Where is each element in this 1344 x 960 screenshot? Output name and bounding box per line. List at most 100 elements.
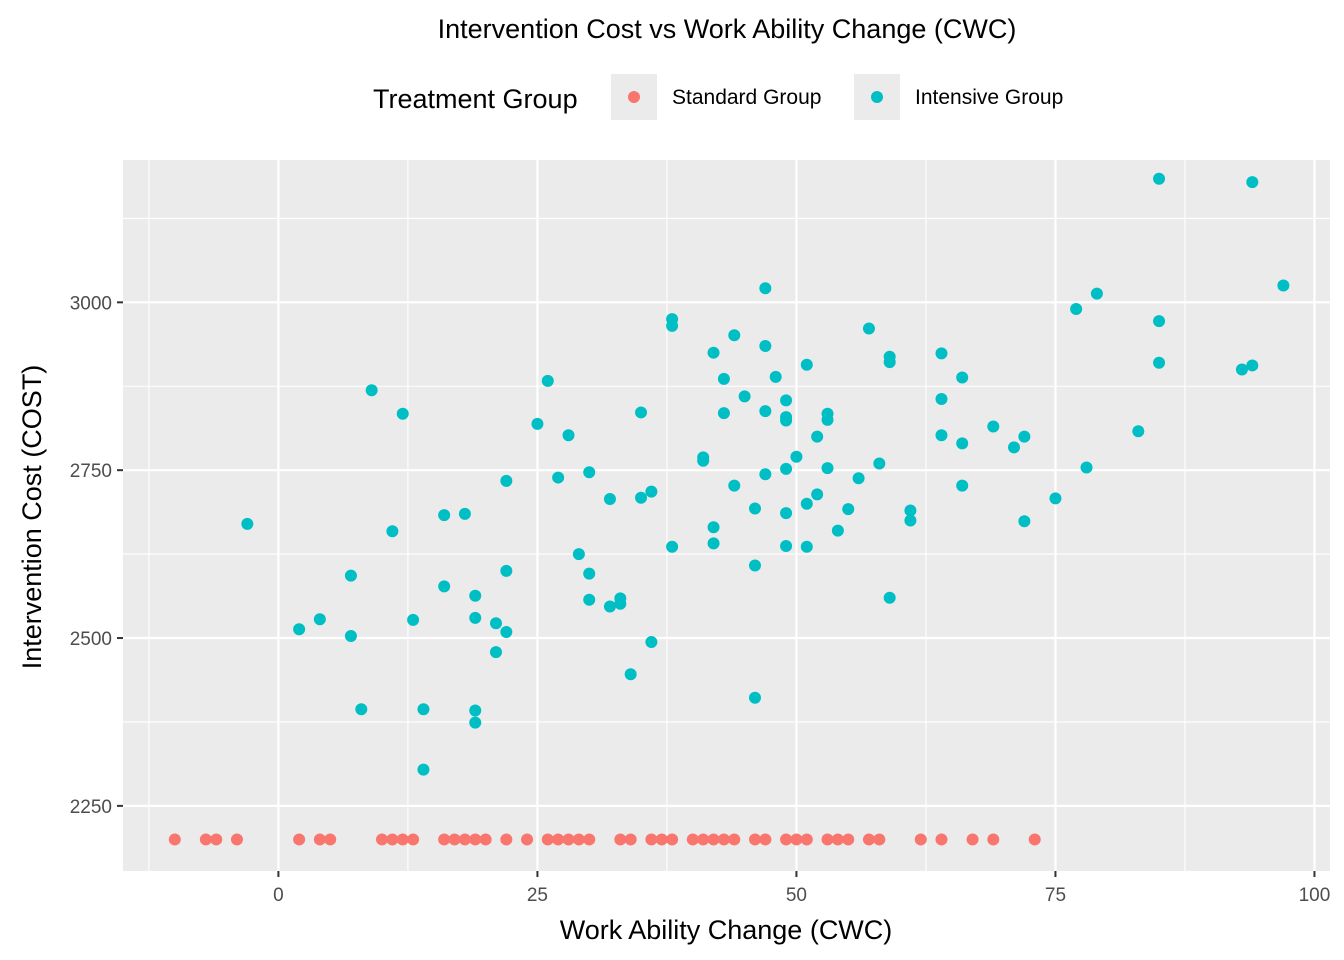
data-point [293, 833, 306, 846]
data-point [469, 833, 482, 846]
data-point [572, 548, 585, 561]
data-point [956, 479, 969, 492]
data-point [759, 833, 772, 846]
data-point [666, 319, 679, 332]
data-point [780, 507, 793, 520]
data-point [531, 417, 544, 430]
data-point [448, 833, 461, 846]
data-point [1246, 359, 1259, 372]
data-point [469, 589, 482, 602]
data-point [728, 479, 741, 492]
data-point [935, 393, 948, 406]
data-point [417, 703, 430, 716]
data-point [293, 623, 306, 636]
x-tick-label: 75 [1045, 885, 1066, 906]
data-point [489, 646, 502, 659]
data-point [386, 525, 399, 538]
data-point [707, 833, 720, 846]
data-point [904, 504, 917, 517]
data-point [821, 462, 834, 475]
data-point [438, 833, 451, 846]
data-point [800, 833, 813, 846]
data-point [572, 833, 585, 846]
series-standard-group [168, 833, 1041, 846]
data-point [1246, 176, 1259, 189]
data-point [324, 833, 337, 846]
axes: 0 25 50 75 100 2250 2500 2750 3000 [70, 293, 1331, 906]
y-tick-label: 2750 [70, 461, 112, 482]
data-point [759, 405, 772, 418]
data-point [313, 833, 326, 846]
data-point [821, 833, 834, 846]
data-point [1049, 492, 1062, 505]
legend-marker [871, 91, 883, 103]
data-point [780, 540, 793, 553]
data-point [759, 282, 772, 295]
data-point [386, 833, 399, 846]
data-point [168, 833, 181, 846]
data-point [365, 384, 378, 397]
panel-background [123, 160, 1330, 871]
data-point [800, 358, 813, 371]
data-point [717, 372, 730, 385]
y-tick-label: 2500 [70, 629, 112, 650]
data-point [987, 420, 1000, 433]
data-point [748, 691, 761, 704]
data-point [1018, 430, 1031, 443]
data-point [313, 613, 326, 626]
y-axis-title: Intervention Cost (COST) [17, 365, 47, 670]
data-point [458, 507, 471, 520]
data-point [344, 630, 357, 643]
data-point [666, 540, 679, 553]
data-point [458, 833, 471, 846]
data-point [987, 833, 1000, 846]
data-point [935, 833, 948, 846]
data-point [583, 593, 596, 606]
data-point [904, 514, 917, 527]
data-point [873, 833, 886, 846]
data-point [541, 374, 554, 387]
grid-lines [123, 160, 1330, 871]
data-point [707, 537, 720, 550]
data-point [344, 569, 357, 582]
data-point [956, 437, 969, 450]
chart-title: Intervention Cost vs Work Ability Change… [438, 14, 1017, 44]
legend-label: Standard Group [672, 86, 821, 109]
data-point [935, 429, 948, 442]
data-point [728, 833, 741, 846]
data-point [469, 716, 482, 729]
data-point [583, 833, 596, 846]
data-point [417, 763, 430, 776]
data-point [780, 462, 793, 475]
y-tick-label: 3000 [70, 293, 112, 314]
data-point [241, 517, 254, 530]
data-point [199, 833, 212, 846]
data-point [862, 322, 875, 335]
data-point [500, 564, 513, 577]
data-point [624, 833, 637, 846]
data-point [717, 833, 730, 846]
data-point [831, 833, 844, 846]
legend-item: Standard Group [611, 74, 821, 120]
data-point [614, 597, 627, 610]
data-point [376, 833, 389, 846]
data-point [1070, 303, 1083, 316]
data-point [748, 502, 761, 515]
data-point [686, 833, 699, 846]
data-point [811, 488, 824, 501]
x-tick-label: 25 [527, 885, 548, 906]
data-point [717, 407, 730, 420]
data-point [873, 457, 886, 470]
data-point [355, 703, 368, 716]
data-point [811, 430, 824, 443]
data-point [966, 833, 979, 846]
data-point [583, 466, 596, 479]
data-point [210, 833, 223, 846]
data-point [790, 833, 803, 846]
data-point [603, 600, 616, 613]
data-point [469, 704, 482, 717]
y-tick-label: 2250 [70, 797, 112, 818]
data-point [759, 468, 772, 481]
data-point [479, 833, 492, 846]
